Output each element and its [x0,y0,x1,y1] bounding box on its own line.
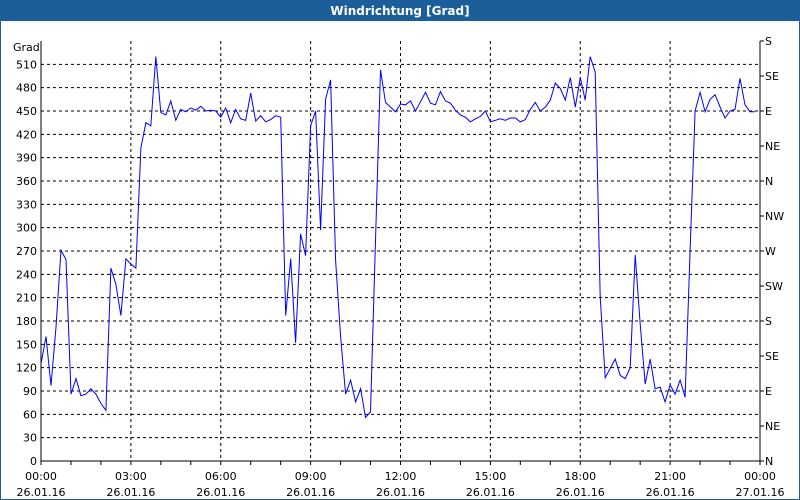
window-title: Windrichtung [Grad] [1,1,799,21]
wind-direction-line [40,56,755,419]
right-axis-label: E [765,385,772,398]
y-tick-label: 360 [16,175,37,188]
y-tick-label: 180 [16,315,37,328]
x-tick-date: 26.01.16 [466,486,515,499]
x-tick-time: 00:00 [744,470,776,483]
y-tick-label: 90 [23,385,37,398]
x-tick-time: 18:00 [564,470,596,483]
right-axis-label: N [765,455,773,468]
right-axis-label: S [765,35,772,48]
y-tick-label: 510 [16,58,37,71]
right-axis-label: S [765,315,772,328]
x-tick-time: 00:00 [25,470,57,483]
y-tick-label: 420 [16,128,37,141]
x-tick-date: 27.01.16 [736,486,785,499]
x-tick-date: 26.01.16 [196,486,245,499]
x-tick-date: 26.01.16 [556,486,605,499]
right-axis-label: SE [765,350,779,363]
right-axis-label: W [765,245,776,258]
y-tick-label: 210 [16,292,37,305]
y-tick-label: 480 [16,82,37,95]
x-tick-time: 21:00 [654,470,686,483]
y-tick-label: 390 [16,152,37,165]
y-tick-label: 330 [16,198,37,211]
x-tick-time: 06:00 [205,470,237,483]
right-axis-label: SW [765,280,783,293]
y-tick-label: 300 [16,222,37,235]
y-tick-label: 60 [23,408,37,421]
x-tick-time: 12:00 [385,470,417,483]
y-tick-label: 150 [16,338,37,351]
x-tick-time: 15:00 [475,470,507,483]
x-tick-time: 03:00 [115,470,147,483]
x-tick-date: 26.01.16 [376,486,425,499]
x-tick-date: 26.01.16 [286,486,335,499]
right-axis-label: NE [765,420,780,433]
y-tick-label: 120 [16,362,37,375]
y-tick-label: 450 [16,105,37,118]
y-tick-label: 240 [16,268,37,281]
x-tick-date: 26.01.16 [17,486,66,499]
right-axis-label: E [765,105,772,118]
y-tick-label: 30 [23,432,37,445]
x-tick-time: 09:00 [295,470,327,483]
right-axis-label: NE [765,140,780,153]
right-axis-label: N [765,175,773,188]
y-tick-label: 0 [30,455,37,468]
y-tick-label: 270 [16,245,37,258]
right-axis-label: NW [765,210,784,223]
x-tick-date: 26.01.16 [646,486,695,499]
x-tick-date: 26.01.16 [106,486,155,499]
right-axis-label: SE [765,70,779,83]
y-axis-label: Grad [13,41,40,54]
